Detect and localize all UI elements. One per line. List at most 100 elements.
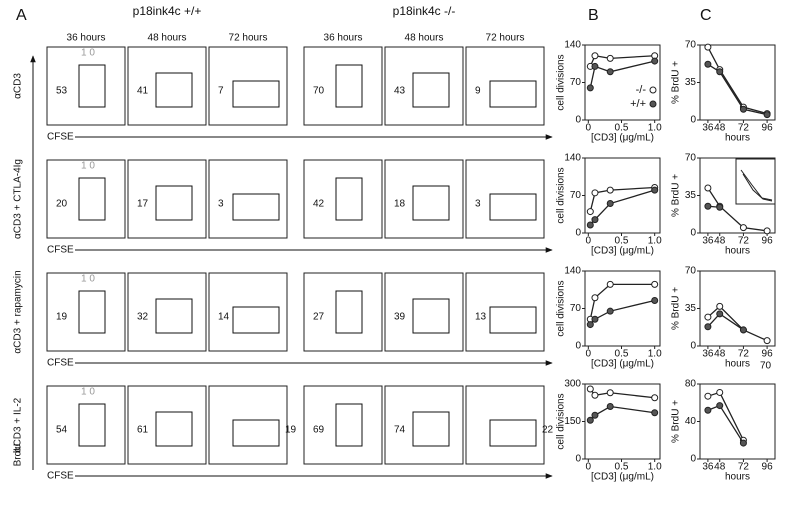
x-axis-label: hours [725, 472, 750, 483]
y-axis-label: cell divisions [556, 167, 567, 223]
y-tick-label: 0 [690, 341, 696, 352]
series-line [589, 54, 655, 67]
gate-percent: 27 [313, 312, 325, 323]
series-line [707, 46, 768, 115]
point [606, 307, 614, 315]
plot-frame [384, 272, 464, 352]
x-tick-label: 0 [586, 349, 592, 360]
gate [335, 64, 363, 108]
plot-frame [127, 46, 207, 126]
x-tick-label: 48 [714, 236, 726, 247]
y-axis-label: % BrdU + [671, 400, 682, 443]
series-line [589, 388, 655, 399]
plot-frame [384, 385, 464, 465]
inset-frame [735, 158, 776, 205]
time-header: 72 hours [229, 33, 268, 44]
row-label: αCD3 + rapamycin [13, 270, 24, 353]
x-tick-label: 36 [702, 236, 714, 247]
gate-percent: 69 [313, 425, 325, 436]
gate [78, 403, 106, 447]
x-tick-label: 96 [762, 349, 774, 360]
plot-frame [127, 385, 207, 465]
point [606, 280, 614, 288]
plot-frame [303, 385, 383, 465]
gate-percent: 54 [56, 425, 68, 436]
y-tick-label: 70 [570, 77, 582, 88]
x-axis-label: CFSE [47, 245, 74, 256]
point [651, 296, 659, 304]
x-tick-label: 36 [702, 349, 714, 360]
gate-percent: 70 [313, 86, 325, 97]
point [586, 416, 594, 424]
y-tick-label: 70 [570, 190, 582, 201]
x-tick-label: 72 [738, 123, 750, 134]
inset-line [740, 169, 773, 201]
point [739, 439, 747, 447]
gate [155, 298, 193, 334]
point [716, 310, 724, 318]
y-tick-label: 80 [685, 379, 697, 390]
gate-percent: 42 [313, 199, 325, 210]
panel-label: B [588, 7, 599, 24]
y-tick-label: 140 [564, 40, 581, 51]
point [716, 203, 724, 211]
time-header: 72 hours [486, 33, 525, 44]
gate [335, 177, 363, 221]
x-tick-label: 72 [738, 236, 750, 247]
y-axis-label: % BrdU + [671, 61, 682, 104]
y-tick-label: 300 [564, 379, 581, 390]
gate-percent: 9 [475, 86, 481, 97]
x-axis-label: CFSE [47, 471, 74, 482]
x-tick-label: 0.5 [615, 123, 629, 134]
plot-frame [465, 385, 545, 465]
gate-label: 1 0 [81, 387, 95, 398]
y-tick-label: 0 [690, 115, 696, 126]
point [716, 388, 724, 396]
plot-frame [465, 46, 545, 126]
plot-frame [127, 159, 207, 239]
point [651, 280, 659, 288]
point [651, 186, 659, 194]
genotype: p18ink4c -/- [393, 4, 456, 18]
x-axis-label: CFSE [47, 132, 74, 143]
point [704, 43, 712, 51]
point [704, 392, 712, 400]
gate [232, 419, 280, 447]
point [763, 227, 771, 235]
point [704, 313, 712, 321]
x-tick-label: 0.5 [615, 462, 629, 473]
x-axis-label: [CD3] (μg/mL) [591, 246, 654, 257]
y-tick-label: 70 [685, 266, 697, 277]
y-tick-label: 35 [685, 190, 697, 201]
point [704, 184, 712, 192]
x-axis-label: hours [725, 246, 750, 257]
y-tick-label: 140 [564, 266, 581, 277]
x-tick-label: 36 [702, 123, 714, 134]
gate [489, 80, 537, 108]
series-line [589, 299, 655, 325]
y-tick-label: 0 [575, 341, 581, 352]
gate [489, 193, 537, 221]
y-axis-label: cell divisions [556, 280, 567, 336]
point [591, 189, 599, 197]
gate [78, 290, 106, 334]
y-tick-label: 70 [570, 303, 582, 314]
gate [412, 185, 450, 221]
gate-percent: 13 [475, 312, 487, 323]
x-tick-label: 1.0 [648, 349, 662, 360]
x-tick-label: 72 [738, 462, 750, 473]
x-tick-label: 96 [762, 462, 774, 473]
point [716, 68, 724, 76]
gate [335, 403, 363, 447]
gate-percent: 61 [137, 425, 149, 436]
genotype: p18ink4c +/+ [133, 4, 202, 18]
point [606, 389, 614, 397]
gate [232, 306, 280, 334]
y-axis-label: BrdU [13, 444, 24, 467]
x-tick-label: 96 [762, 123, 774, 134]
gate [489, 306, 537, 334]
gate [489, 419, 537, 447]
gate-percent: 20 [56, 199, 68, 210]
x-axis-label: [CD3] (μg/mL) [591, 472, 654, 483]
